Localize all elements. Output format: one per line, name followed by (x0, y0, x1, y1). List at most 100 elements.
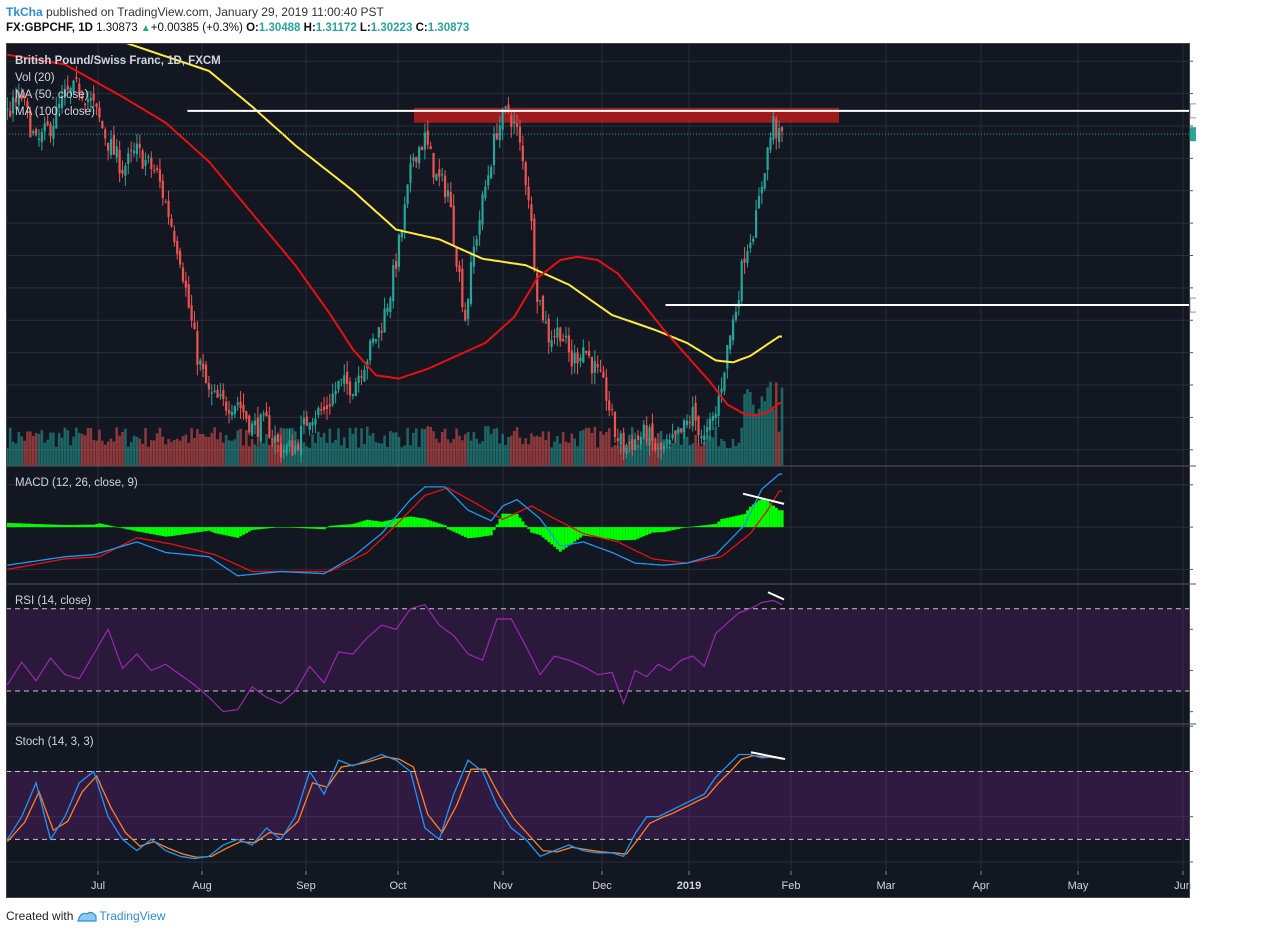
candle (616, 428, 619, 448)
candle-body (539, 300, 542, 302)
candle (305, 411, 308, 426)
candle (213, 384, 216, 394)
candle-body (593, 361, 596, 373)
candle (389, 296, 392, 319)
candle (622, 427, 625, 460)
candle (92, 85, 95, 108)
candle-body (642, 424, 645, 438)
candle (340, 378, 343, 387)
candle-body (32, 131, 35, 134)
candle (184, 271, 187, 297)
time-tick-label: Feb (782, 880, 801, 892)
volume-bar (550, 447, 553, 466)
histogram-bar (190, 527, 194, 534)
candle-body (167, 200, 170, 218)
histogram-bar (37, 524, 41, 528)
candle (124, 162, 127, 186)
candle (334, 381, 337, 404)
histogram-bar (677, 527, 680, 529)
candle-body (403, 204, 406, 230)
macd-divergence-line[interactable] (742, 492, 785, 505)
candle-body (674, 431, 677, 435)
candle (328, 393, 331, 415)
histogram-bar (527, 527, 531, 529)
histogram-bar (144, 527, 148, 533)
volume-bar (328, 428, 332, 466)
candle (455, 246, 458, 272)
candle (582, 339, 585, 364)
legend-ma100: MA (100, close) (15, 106, 95, 118)
volume-bar (535, 435, 539, 466)
candle-body (608, 400, 611, 411)
histogram-bar (132, 527, 136, 531)
candle-body (262, 413, 265, 416)
histogram-bar (334, 525, 338, 528)
volume-bar (204, 436, 208, 466)
candle-body (348, 381, 352, 396)
candle-body (98, 107, 101, 118)
volume-bar (52, 432, 55, 466)
candle-body (369, 340, 372, 361)
volume-bar (190, 428, 193, 466)
chart-area[interactable]: 1.312321.282351.320001.315001.310001.305… (6, 43, 1196, 898)
histogram-bar (236, 527, 240, 538)
histogram-bar (420, 518, 424, 528)
candle-body (271, 438, 274, 440)
legend-ma50: MA (50, close) (15, 89, 89, 101)
histogram-bar (440, 524, 444, 528)
candle (95, 102, 98, 116)
candle-body (153, 170, 156, 172)
candle (446, 182, 450, 203)
candle (708, 412, 712, 441)
candle (395, 253, 398, 278)
candle-body (354, 382, 357, 397)
volume-bar (129, 441, 133, 466)
volume-bar (213, 427, 216, 466)
candle (392, 259, 395, 309)
tradingview-brand[interactable]: TradingView (99, 909, 166, 923)
candle (302, 410, 306, 435)
histogram-bar (596, 527, 600, 538)
volume-bar (210, 432, 214, 466)
histogram-bar (749, 506, 752, 528)
histogram-bar (622, 527, 626, 541)
volume-bar (774, 382, 778, 466)
candle-body (161, 180, 164, 199)
histogram-bar (772, 505, 775, 528)
candle (233, 405, 236, 419)
volume-bar (777, 431, 781, 466)
candle-body (294, 445, 297, 453)
candle-body (141, 150, 144, 169)
candle-body (37, 138, 41, 140)
rsi-divergence-line[interactable] (767, 591, 785, 601)
candle (487, 165, 490, 190)
volume-bar (478, 443, 481, 466)
volume-bar (533, 436, 536, 466)
candle (550, 330, 553, 352)
candle (729, 335, 732, 355)
candle-body (227, 410, 231, 414)
volume-bar (360, 428, 363, 466)
histogram-bar (533, 527, 536, 534)
histogram-bar (173, 527, 176, 536)
candle (778, 120, 781, 149)
candle-body (190, 305, 193, 321)
candle-body (438, 169, 441, 177)
volume-bar (702, 442, 706, 466)
volume-bar (239, 428, 242, 466)
price-axis-strip (1189, 43, 1196, 898)
candle-body (726, 345, 729, 369)
candle-body (92, 93, 95, 101)
candle (680, 428, 683, 434)
candle (86, 90, 90, 108)
histogram-bar (619, 527, 623, 541)
volume-bar (377, 443, 381, 466)
stoch-divergence-line[interactable] (750, 751, 786, 761)
volume-bar (558, 443, 562, 466)
candle-body (81, 95, 84, 100)
histogram-bar (152, 527, 156, 535)
author-name[interactable]: TkCha (6, 5, 43, 19)
histogram-bar (665, 527, 669, 532)
histogram-bar (432, 521, 436, 528)
candle-body (328, 404, 331, 407)
